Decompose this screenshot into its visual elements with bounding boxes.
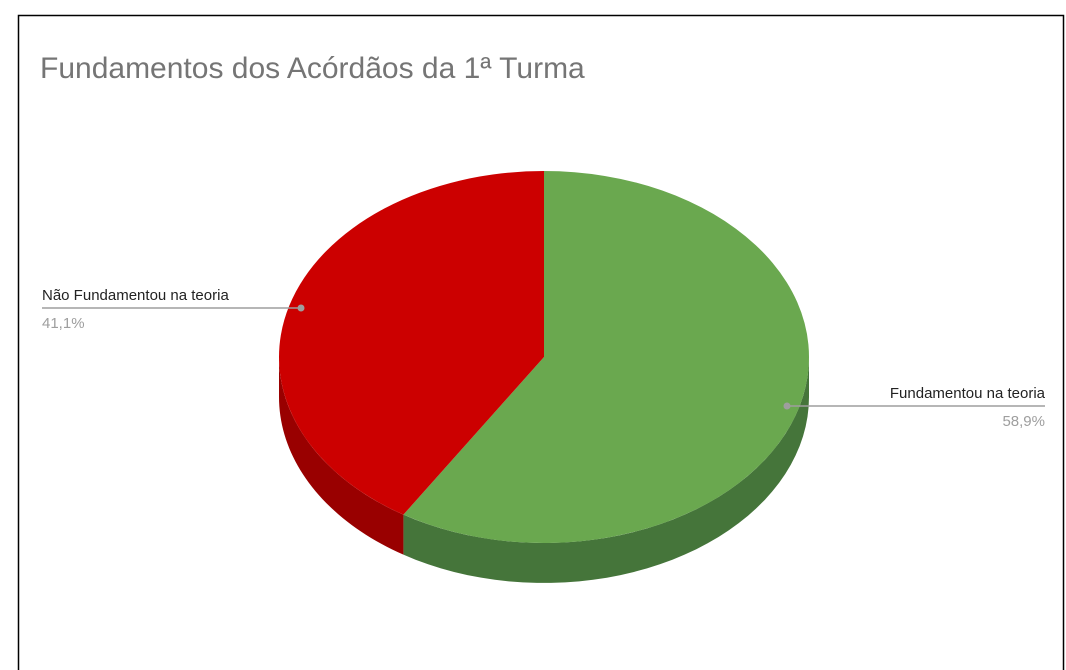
leader-dot (783, 402, 791, 410)
value-label: 58,9% (1002, 413, 1045, 430)
pie-slice (403, 171, 809, 543)
pie-slice (279, 171, 544, 515)
chart-title: Fundamentos dos Acórdãos da 1ª Turma (40, 52, 585, 85)
pie-slice-side (279, 357, 404, 555)
legend-label: Não Fundamentou na teoria (42, 287, 229, 304)
leader-dot (297, 304, 305, 312)
legend-label: Fundamentou na teoria (890, 385, 1046, 402)
pie-slice-side (403, 357, 809, 583)
value-label: 41,1% (42, 315, 85, 332)
